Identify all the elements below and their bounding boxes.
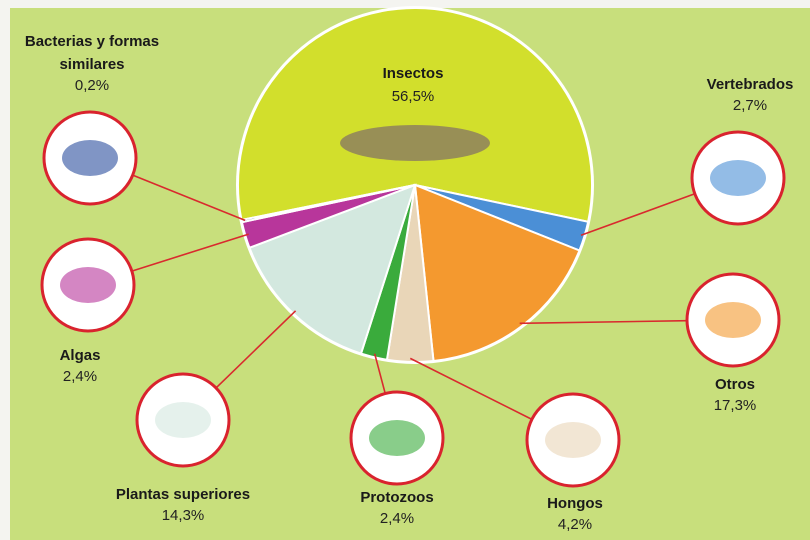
infographic: Insectos 56,5% Vertebrados2,7% Otros17,3% Ho… [0,0,810,540]
value-label: 17,3% [685,397,785,414]
icon [710,160,766,196]
callout-line [581,194,695,236]
callout-line [216,311,296,388]
value-label: 4,2% [525,516,625,533]
category-label: Protozoos [347,486,447,509]
category-label: Bacterias y formas similares [17,30,167,76]
value-label: 2,4% [30,368,130,385]
callout-line [133,175,245,220]
icon [62,140,118,176]
category-label: Vertebrados [690,73,810,96]
category-label: Algas [30,344,130,367]
category-label: Hongos [525,492,625,515]
value-label: 2,4% [347,510,447,527]
value-label: 2,7% [690,97,810,114]
icon [545,422,601,458]
category-label: Insectos [353,62,473,85]
callout-line [132,234,249,271]
icon [340,125,490,161]
value-label: 0,2% [17,77,167,94]
category-label: Plantas superiores [83,483,283,506]
value-label: 56,5% [353,88,473,105]
page-edge [0,0,10,540]
value-label: 14,3% [83,507,283,524]
callout-line [520,321,687,324]
category-label: Otros [685,373,785,396]
icon [155,402,211,438]
icon [60,267,116,303]
icon [705,302,761,338]
icon [369,420,425,456]
